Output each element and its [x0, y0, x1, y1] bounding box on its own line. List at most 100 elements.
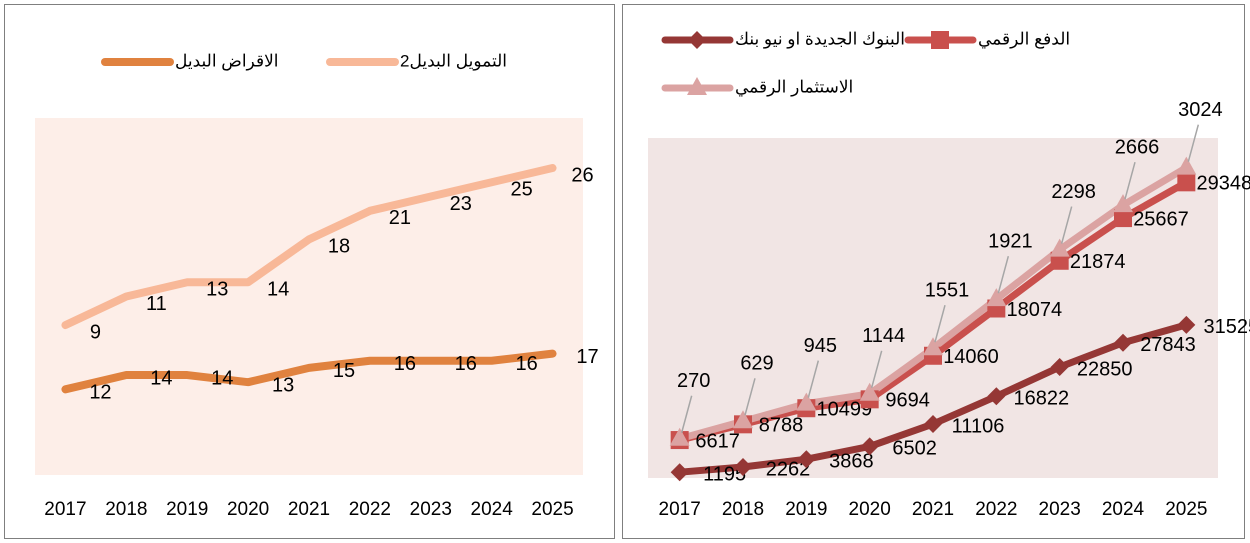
data-label: 2666 [1115, 136, 1160, 158]
x-tick-label: 2023 [410, 499, 452, 520]
data-label: 9 [90, 321, 101, 343]
leader-line [934, 305, 946, 343]
marker [1113, 194, 1133, 213]
x-tick-label: 2020 [849, 499, 891, 520]
marker [796, 392, 817, 411]
leader-line [1124, 161, 1136, 200]
leader-line [870, 350, 883, 388]
data-label: 18074 [1007, 299, 1063, 321]
series-line [61, 163, 557, 330]
data-label: 2262 [766, 458, 811, 480]
x-tick-label: 2020 [227, 499, 269, 520]
leader-line [1060, 206, 1073, 244]
x-tick-label: 2023 [1039, 499, 1081, 520]
data-label: 16 [516, 353, 538, 375]
marker [924, 415, 942, 434]
data-label: 13 [206, 279, 228, 301]
data-label: 270 [677, 370, 710, 392]
marker [1049, 238, 1070, 257]
data-label: 16822 [1014, 388, 1070, 410]
marker [797, 450, 816, 469]
legend-label: الدفع الرقمي [978, 29, 1070, 49]
marker [733, 410, 753, 429]
data-label: 27843 [1140, 334, 1196, 356]
x-tick-label: 2024 [471, 499, 514, 520]
data-label: 12 [89, 382, 111, 404]
data-label: 13 [272, 374, 294, 396]
data-label: 23 [450, 193, 472, 215]
leader-line [680, 395, 693, 433]
x-tick-label: 2022 [975, 499, 1017, 520]
x-tick-label: 2018 [722, 499, 764, 520]
data-label: 11 [146, 293, 167, 315]
marker [669, 427, 690, 446]
legend-marker [688, 31, 706, 49]
data-label: 14 [267, 279, 289, 301]
x-tick-label: 2021 [288, 499, 330, 520]
series-line [61, 349, 557, 394]
marker [860, 437, 879, 456]
data-label: 18 [328, 236, 350, 258]
data-label: 29348 [1197, 173, 1250, 195]
x-tick-label: 2022 [349, 499, 391, 520]
marker [1050, 358, 1069, 377]
x-tick-label: 2017 [44, 499, 86, 520]
data-label: 3868 [829, 450, 874, 472]
data-label: 1144 [862, 325, 905, 347]
data-label: 8788 [759, 415, 804, 437]
data-label: 31525 [1204, 316, 1250, 338]
data-label: 629 [740, 353, 773, 375]
data-label: 26 [571, 164, 593, 186]
data-label: 945 [804, 335, 837, 357]
data-label: 1195 [703, 463, 746, 485]
data-label: 14060 [943, 346, 999, 368]
data-label: 25667 [1133, 208, 1189, 230]
marker [1114, 209, 1132, 228]
marker [1177, 173, 1196, 192]
data-label: 6502 [892, 438, 937, 460]
leader-line [997, 255, 1010, 294]
legend-marker [687, 77, 707, 95]
data-label: 15 [333, 360, 355, 382]
x-tick-label: 2021 [912, 499, 954, 520]
data-label: 16 [394, 353, 416, 375]
x-tick-label: 2019 [166, 499, 208, 520]
data-label: 14 [150, 367, 172, 389]
data-label: 22850 [1077, 358, 1133, 380]
legend-label: التمويل البديل2 [400, 51, 507, 71]
data-label: 21 [389, 207, 411, 229]
x-tick-label: 2025 [1165, 499, 1207, 520]
marker [923, 337, 943, 356]
marker [986, 288, 1007, 307]
leader-line [807, 360, 820, 398]
data-label: 21874 [1070, 251, 1126, 273]
marker [734, 458, 752, 477]
legend-label: الاقراض البديل [175, 51, 279, 71]
data-label: 10499 [817, 398, 873, 420]
x-tick-label: 2024 [1102, 499, 1145, 520]
data-label: 11106 [952, 415, 1005, 437]
leader-line [744, 378, 756, 416]
data-label: 1551 [925, 280, 970, 302]
marker [670, 463, 689, 482]
x-tick-label: 2018 [105, 499, 147, 520]
marker [1114, 333, 1132, 352]
data-label: 17 [576, 346, 598, 368]
x-tick-label: 2017 [659, 499, 701, 520]
legend-marker [931, 31, 949, 49]
legend-label: البنوك الجديدة او نيو بنك [735, 29, 905, 49]
x-tick-label: 2025 [531, 499, 573, 520]
marker [1177, 315, 1196, 334]
data-label: 2298 [1051, 181, 1096, 203]
marker [1176, 156, 1197, 175]
marker [859, 382, 880, 401]
leader-line [1187, 124, 1200, 162]
data-label: 1921 [988, 230, 1033, 252]
data-label: 6617 [695, 430, 740, 452]
legend-label: الاستثمار الرقمي [735, 77, 853, 97]
marker [987, 387, 1006, 406]
data-label: 25 [511, 179, 533, 201]
x-tick-label: 2019 [785, 499, 827, 520]
data-label: 3024 [1178, 99, 1223, 121]
